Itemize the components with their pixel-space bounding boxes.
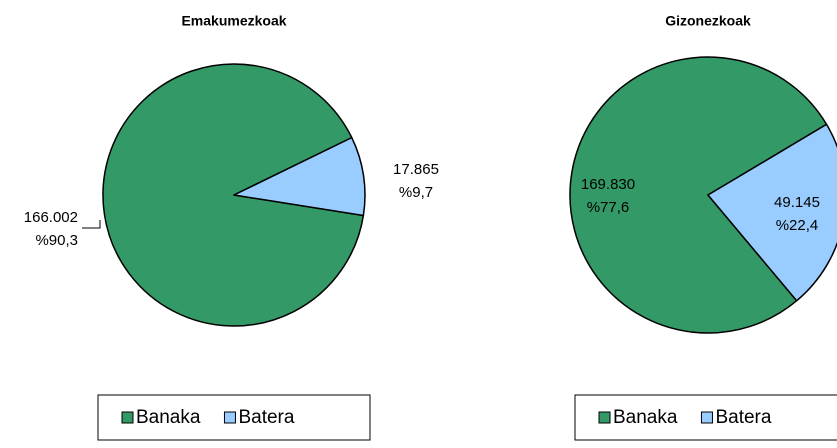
legend-label: Banaka: [136, 407, 201, 428]
value-label: 49.145: [774, 194, 820, 211]
legend-label: Batera: [715, 407, 771, 428]
leader-line: [82, 220, 101, 229]
percent-label: %9,7: [399, 184, 433, 201]
value-label: 169.830: [581, 176, 635, 193]
legend-swatch: [598, 411, 611, 424]
pie-slice: [569, 56, 828, 334]
value-label: 166.002: [24, 209, 78, 226]
legend-swatch: [121, 411, 134, 424]
value-label: 17.865: [393, 161, 439, 178]
legend-box: [97, 394, 371, 441]
legend-swatch: [700, 411, 713, 424]
pie-slice: [707, 123, 837, 302]
legend-swatch: [223, 411, 236, 424]
pie-slice: [233, 136, 366, 217]
legend-label: Banaka: [613, 407, 678, 428]
chart-title: Emakumezkoak: [181, 13, 286, 29]
chart-title: Gizonezkoak: [665, 13, 751, 29]
pie-slice: [102, 63, 365, 327]
legend-label: Batera: [238, 407, 294, 428]
percent-label: %22,4: [776, 217, 819, 234]
percent-label: %77,6: [587, 199, 630, 216]
percent-label: %90,3: [35, 232, 78, 249]
